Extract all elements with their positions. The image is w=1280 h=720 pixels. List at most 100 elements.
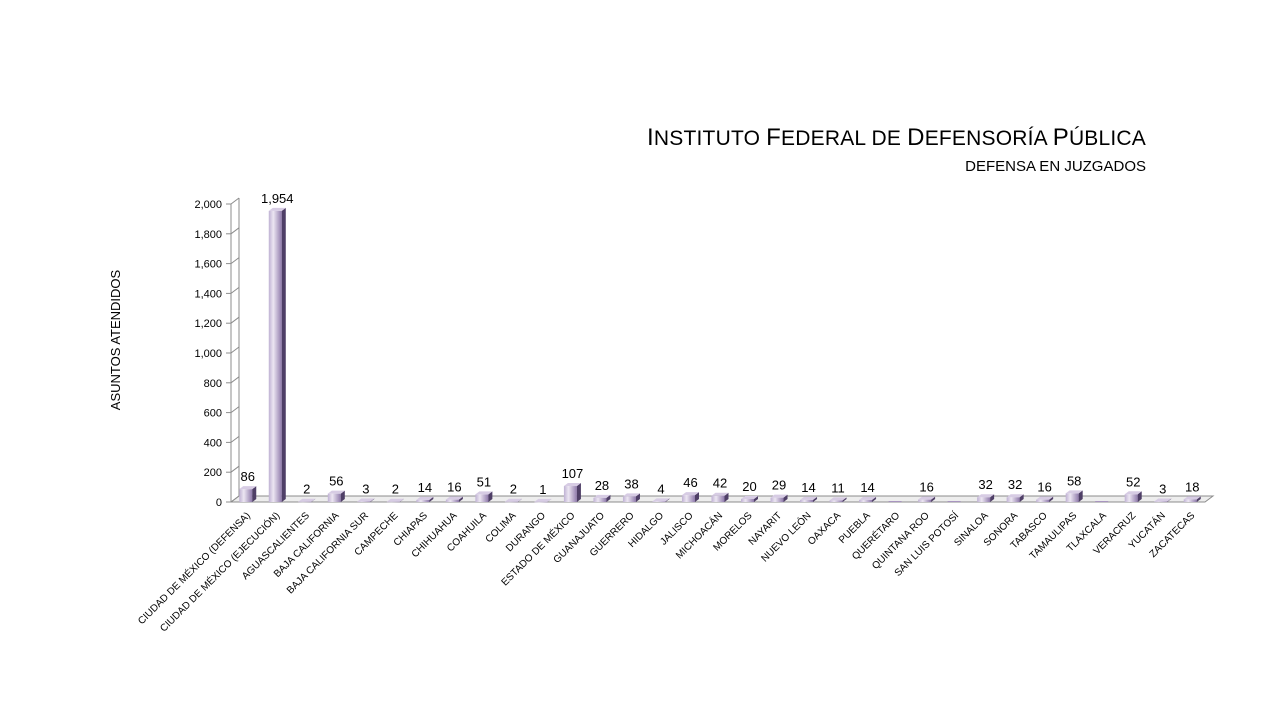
bar-front [386, 501, 400, 503]
data-label: 14 [860, 480, 874, 495]
bar-front [888, 501, 902, 502]
data-label: 46 [683, 475, 697, 490]
bar-side [281, 207, 286, 502]
y-tick-label: 1,200 [194, 318, 222, 330]
bar [327, 490, 345, 502]
bar [1183, 496, 1201, 502]
bar-top [327, 490, 345, 494]
y-tick-depth [230, 316, 240, 324]
bar [1006, 494, 1024, 502]
bar [268, 207, 286, 502]
bar [888, 501, 902, 502]
bar-top [1036, 496, 1054, 500]
y-tick-depth [230, 227, 240, 235]
title-rest: ÚBLICA [1068, 127, 1146, 150]
bar-side [694, 492, 699, 502]
chart-title: INSTITUTO FEDERAL DE DEFENSORÍA PÚBLICA [647, 124, 1146, 152]
bar [829, 497, 847, 502]
data-label: 3 [1159, 482, 1166, 497]
data-label: 52 [1126, 474, 1140, 489]
bar-front [977, 497, 991, 502]
data-label: 32 [978, 477, 992, 492]
bar-top [386, 498, 404, 502]
bar [504, 498, 522, 503]
bar [622, 493, 640, 502]
y-tick-label: 1,800 [194, 229, 222, 241]
y-tick-label: 600 [204, 408, 222, 420]
bar-top [475, 491, 493, 495]
x-tick-label: CIUDAD DE MÉXICO (EJECUCIÓN) [157, 509, 282, 634]
bar-top [1006, 494, 1024, 498]
bar [386, 498, 404, 503]
bar-front [681, 495, 695, 502]
y-tick-label: 800 [204, 378, 222, 390]
bar-side [340, 490, 345, 502]
y-tick-depth [230, 435, 240, 443]
y-tick-depth [230, 465, 240, 473]
bar-side [399, 498, 404, 502]
bar-side [724, 492, 729, 502]
data-label: 29 [772, 478, 786, 493]
x-tick-label: NUEVO LEÓN [758, 509, 814, 565]
bar-front [859, 499, 873, 502]
bar-top [1154, 498, 1172, 502]
bar-side [252, 486, 257, 502]
bar-front [416, 499, 430, 502]
bar-front [947, 501, 961, 502]
data-label: 20 [742, 479, 756, 494]
bar [563, 483, 581, 502]
bar [741, 496, 759, 502]
bar-front [239, 489, 253, 502]
data-label: 86 [241, 469, 255, 484]
bar-front [1036, 499, 1050, 502]
y-tick-depth [230, 495, 240, 503]
bar-front [652, 501, 666, 502]
bar-side [370, 498, 375, 502]
data-label: 14 [801, 480, 815, 495]
bar-top [829, 497, 847, 501]
bar-top [741, 496, 759, 500]
x-tick-label: CIUDAD DE MÉXICO (DEFENSA) [135, 509, 253, 627]
bar-side [429, 496, 434, 502]
y-tick-label: 200 [204, 467, 222, 479]
bar [357, 498, 375, 503]
bar-front [918, 499, 932, 502]
bar-side [606, 494, 611, 502]
data-label: 11 [831, 480, 845, 495]
bar-top [800, 496, 818, 500]
bar-top [918, 496, 936, 500]
bar-front [711, 495, 725, 502]
y-tick-depth [230, 286, 240, 294]
bar-front [298, 501, 312, 503]
bar-top [268, 207, 286, 211]
bar-front [1124, 494, 1138, 502]
data-label: 4 [657, 481, 664, 496]
bar-front [1183, 499, 1197, 502]
bar [1065, 490, 1083, 502]
bar-side [1078, 490, 1083, 502]
bar-front [829, 500, 843, 502]
bar-side [311, 498, 316, 502]
bar [977, 494, 995, 502]
bar-top [652, 498, 670, 502]
bar-front [800, 499, 814, 502]
bar-top [622, 493, 640, 497]
title-initial: I [647, 124, 654, 151]
bar-top [770, 494, 788, 498]
bar-top [711, 492, 729, 496]
bar [593, 494, 611, 502]
bar [681, 492, 699, 502]
data-label: 28 [595, 478, 609, 493]
data-label: 16 [447, 480, 461, 495]
bar-front [563, 486, 577, 502]
bar [475, 491, 493, 502]
data-label: 2 [510, 482, 517, 497]
chart-header: INSTITUTO FEDERAL DE DEFENSORÍA PÚBLICA … [647, 124, 1146, 175]
data-label: 16 [1037, 480, 1051, 495]
bar-front [622, 496, 636, 502]
bar-front [741, 499, 755, 502]
bar-side [1167, 498, 1172, 502]
y-tick-depth [230, 197, 240, 205]
bar [298, 498, 316, 503]
